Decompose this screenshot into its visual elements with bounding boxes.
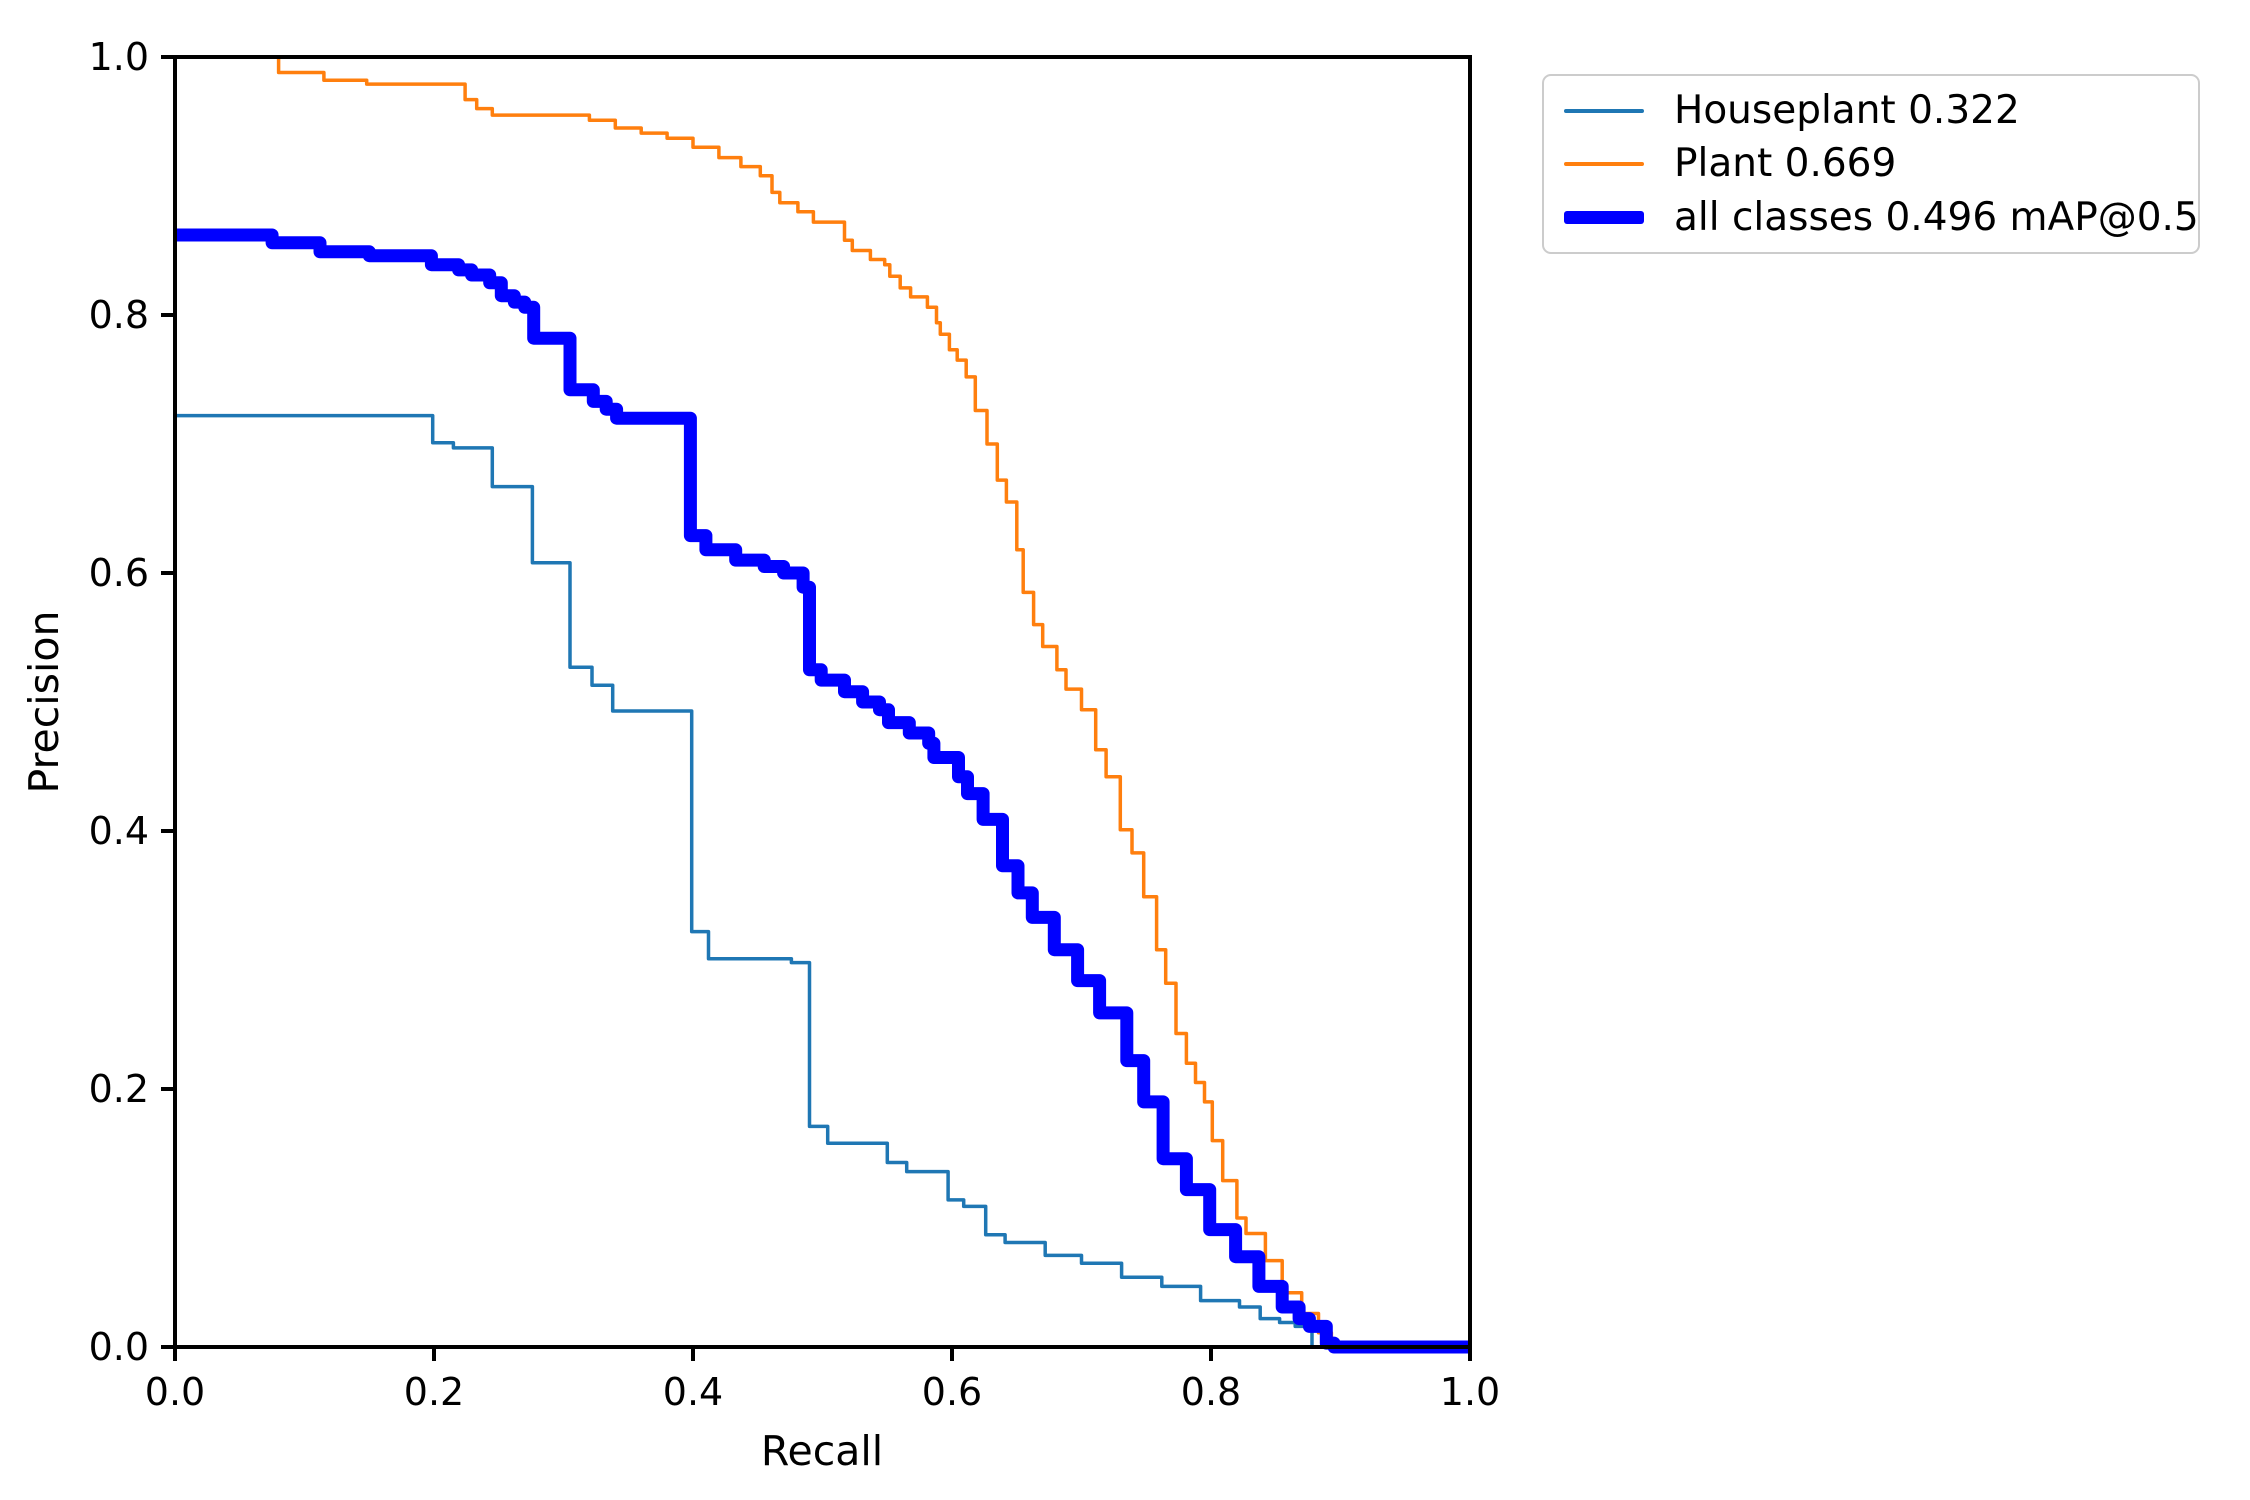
legend-item-all-classes: all classes 0.496 mAP@0.5 [1544, 191, 2199, 244]
x-tick-label: 0.4 [663, 1370, 723, 1414]
y-tick-label: 0.2 [89, 1067, 149, 1111]
curves-group [175, 55, 1470, 1354]
x-tick-label: 0.6 [922, 1370, 982, 1414]
legend-line-sample-plant [1564, 161, 1644, 166]
x-tick-label: 0.0 [145, 1370, 205, 1414]
y-tick-label: 0.8 [89, 293, 149, 337]
legend: Houseplant 0.322 Plant 0.669 all classes 0… [1542, 74, 2200, 254]
legend-label-plant: Plant 0.669 [1674, 141, 1897, 187]
plot-border [173, 55, 1472, 1349]
x-tick-label: 0.8 [1181, 1370, 1241, 1414]
x-tick-label: 1.0 [1440, 1370, 1500, 1414]
curve-plant [272, 55, 1334, 1347]
y-tick-label: 0.4 [89, 809, 149, 853]
curve-houseplant [175, 413, 1314, 1347]
legend-label-houseplant: Houseplant 0.322 [1674, 88, 2020, 134]
plot-area [175, 57, 1470, 1347]
legend-label-all-classes: all classes 0.496 mAP@0.5 [1674, 194, 2199, 240]
y-tick-label: 0.0 [89, 1325, 149, 1369]
ticks-group: 0.0 0.2 0.4 0.6 0.8 1.0 0.0 0.2 0.4 0.6 0.8 1.0 [89, 35, 1501, 1414]
y-tick-label: 0.6 [89, 551, 149, 595]
legend-item-houseplant: Houseplant 0.322 [1544, 84, 2198, 137]
x-axis-label: Recall [761, 1427, 883, 1475]
curve-all-classes [175, 228, 1470, 1354]
legend-line-sample-houseplant [1564, 108, 1644, 113]
y-tick-label: 1.0 [89, 35, 149, 79]
x-tick-label: 0.2 [404, 1370, 464, 1414]
legend-item-plant: Plant 0.669 [1544, 137, 2198, 190]
y-axis-label: Precision [20, 611, 68, 794]
legend-line-sample-all-classes [1564, 210, 1644, 224]
